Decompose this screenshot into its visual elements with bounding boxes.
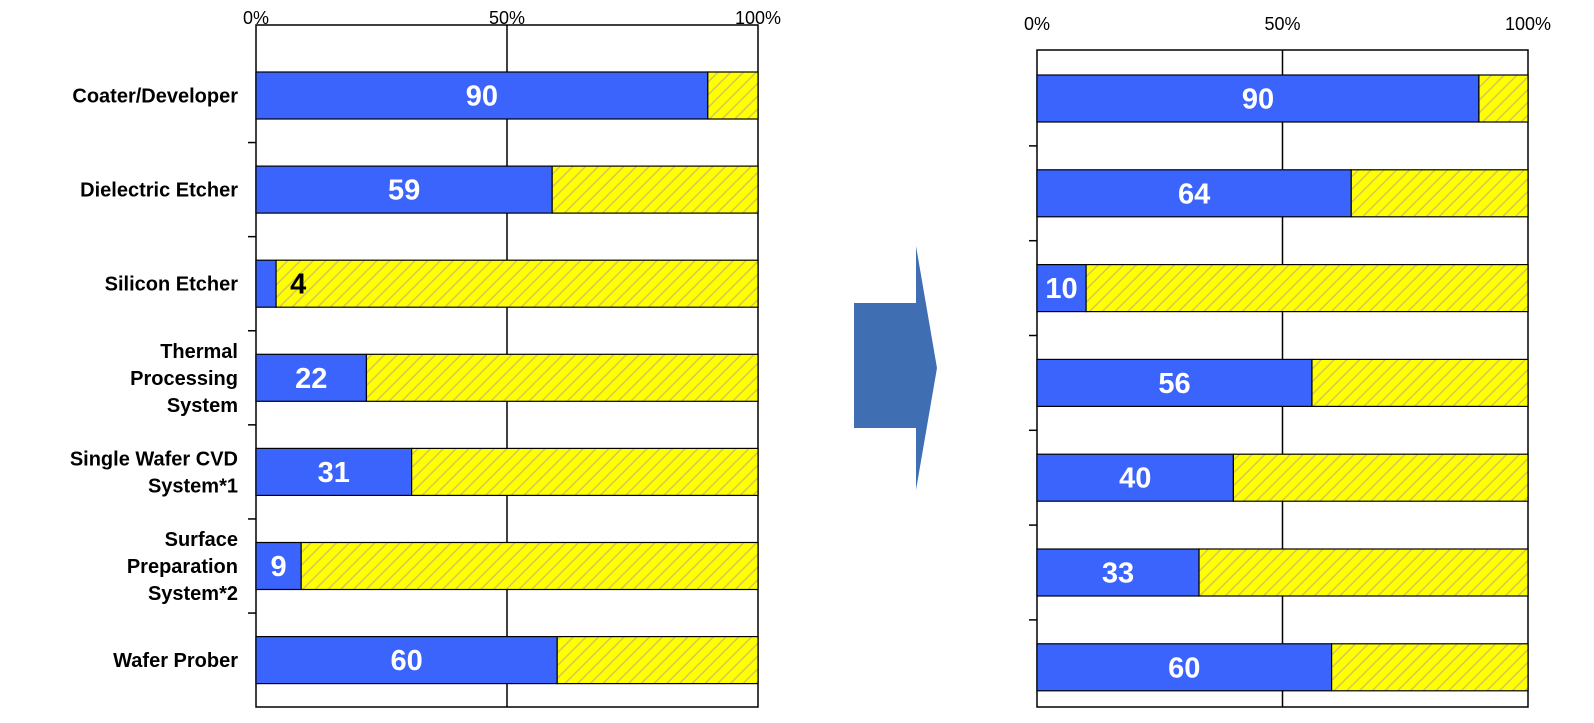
bar-remainder bbox=[556, 635, 759, 685]
category-label: Single Wafer CVD bbox=[70, 448, 238, 470]
bar-value-label: 59 bbox=[388, 175, 420, 207]
category-label: System*2 bbox=[148, 583, 238, 605]
bar-remainder bbox=[1350, 169, 1529, 218]
bar-share bbox=[255, 71, 709, 120]
bar-remainder bbox=[1330, 643, 1529, 692]
chart-left: 0% 50% 100% 90 Coater/Developer 59 Dielectric … bbox=[70, 8, 781, 708]
bar-value-label: 60 bbox=[1168, 652, 1200, 684]
bar-share bbox=[1036, 169, 1352, 218]
category-label: System bbox=[167, 395, 238, 417]
bar-share bbox=[1036, 74, 1480, 123]
x-tick-label: 100% bbox=[735, 8, 781, 28]
bar-remainder bbox=[365, 353, 759, 402]
chart-right: 0% 50% 100% 90 64 10 56 40 33 60 bbox=[1024, 14, 1551, 708]
bar-share bbox=[255, 259, 277, 308]
bar-share bbox=[1036, 264, 1087, 313]
category-label: Surface bbox=[165, 529, 238, 551]
x-tick-label: 50% bbox=[489, 8, 525, 28]
bar-share bbox=[255, 541, 302, 591]
bar-remainder bbox=[1198, 548, 1529, 597]
bar-remainder bbox=[1232, 453, 1529, 502]
bar-value-label: 56 bbox=[1158, 368, 1190, 400]
bar-value-label: 90 bbox=[466, 81, 498, 113]
bar-value-label: 22 bbox=[295, 363, 327, 395]
category-label: Processing bbox=[130, 368, 238, 390]
bar-share bbox=[1036, 548, 1200, 597]
bar-value-label: 33 bbox=[1102, 558, 1134, 590]
category-label: System*1 bbox=[148, 475, 238, 497]
bar-share bbox=[1036, 358, 1313, 407]
bar-value-label: 90 bbox=[1242, 84, 1274, 116]
bar-remainder bbox=[1085, 264, 1529, 313]
bar-remainder bbox=[275, 259, 759, 308]
category-label: Wafer Prober bbox=[113, 650, 238, 672]
x-tick-label: 0% bbox=[243, 8, 269, 28]
category-label: Thermal bbox=[160, 341, 238, 363]
bar-value-label: 4 bbox=[290, 269, 306, 301]
transition-arrow-icon bbox=[854, 246, 937, 490]
bar-share bbox=[255, 447, 413, 496]
bar-value-label: 31 bbox=[318, 457, 350, 489]
x-tick-label: 0% bbox=[1024, 14, 1050, 34]
bar-remainder bbox=[300, 541, 759, 591]
category-label: Preparation bbox=[127, 556, 238, 578]
bar-share bbox=[255, 165, 553, 214]
bar-value-label: 9 bbox=[271, 551, 287, 583]
bar-remainder bbox=[551, 165, 759, 214]
category-label: Silicon Etcher bbox=[105, 274, 239, 296]
x-tick-label: 100% bbox=[1505, 14, 1551, 34]
x-tick-label: 50% bbox=[1264, 14, 1300, 34]
bar-remainder bbox=[707, 71, 759, 120]
bar-value-label: 60 bbox=[390, 645, 422, 677]
bar-remainder bbox=[1478, 74, 1529, 123]
bar-share bbox=[1036, 643, 1333, 692]
bar-share bbox=[1036, 453, 1234, 502]
bar-remainder bbox=[1311, 358, 1529, 407]
bar-value-label: 40 bbox=[1119, 463, 1151, 495]
bar-remainder bbox=[411, 447, 759, 496]
bar-value-label: 64 bbox=[1178, 178, 1210, 210]
category-label: Dielectric Etcher bbox=[80, 180, 238, 202]
category-label: Coater/Developer bbox=[72, 86, 238, 108]
bar-value-label: 10 bbox=[1045, 273, 1077, 305]
